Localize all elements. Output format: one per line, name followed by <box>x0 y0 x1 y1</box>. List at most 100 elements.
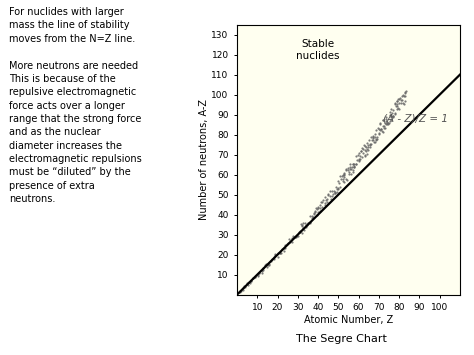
Point <box>362 143 369 148</box>
Point <box>382 118 389 124</box>
Point <box>378 128 385 134</box>
Point <box>331 190 338 196</box>
Point <box>307 213 314 219</box>
Point <box>288 239 295 244</box>
Point <box>380 125 387 131</box>
Point <box>321 202 328 207</box>
Point <box>289 235 296 241</box>
Point <box>324 196 331 202</box>
Point <box>326 193 334 199</box>
Point <box>311 209 319 214</box>
Point <box>366 144 374 150</box>
Point <box>271 251 279 257</box>
Point <box>353 157 361 163</box>
Point <box>393 106 401 111</box>
Point <box>270 256 278 262</box>
Point <box>355 150 363 156</box>
Point <box>364 151 371 157</box>
Point <box>254 272 262 278</box>
Point <box>340 173 348 178</box>
Point <box>371 139 378 145</box>
Point <box>321 194 329 200</box>
Point <box>321 200 328 206</box>
Point <box>364 146 371 152</box>
Point <box>258 268 265 273</box>
Point <box>291 234 298 240</box>
Point <box>334 178 341 184</box>
Point <box>283 241 291 247</box>
Point <box>276 250 283 256</box>
Point <box>356 154 364 159</box>
Point <box>265 261 273 267</box>
Point <box>281 243 289 248</box>
Point <box>363 148 370 154</box>
Point <box>278 246 286 252</box>
Point <box>370 137 377 143</box>
Point <box>355 152 362 158</box>
Point <box>318 200 325 205</box>
Point <box>369 135 376 140</box>
Point <box>252 274 259 280</box>
Point <box>331 190 339 196</box>
Point <box>395 100 403 106</box>
Point <box>270 254 278 260</box>
Point <box>376 121 384 126</box>
Point <box>316 205 324 211</box>
Point <box>349 169 357 174</box>
Point <box>371 134 378 140</box>
Point <box>363 144 370 150</box>
Point <box>361 147 369 153</box>
Point <box>377 126 385 132</box>
Point <box>376 121 384 127</box>
Point <box>311 210 319 215</box>
Point <box>263 264 271 269</box>
Point <box>349 162 357 167</box>
Point <box>265 262 273 268</box>
Point <box>333 189 341 195</box>
Point <box>384 121 392 127</box>
Point <box>393 103 401 109</box>
Point <box>317 202 324 207</box>
Point <box>296 228 304 234</box>
Point <box>336 184 344 190</box>
Point <box>282 246 289 251</box>
Point <box>383 119 391 125</box>
Point <box>240 283 248 288</box>
Point <box>350 164 357 170</box>
Point <box>280 248 287 254</box>
Point <box>298 222 306 228</box>
Point <box>402 88 410 94</box>
Point <box>339 176 347 182</box>
Point <box>246 279 253 285</box>
Point <box>324 192 332 198</box>
Point <box>290 233 297 239</box>
Point <box>259 265 266 271</box>
Point <box>391 101 399 107</box>
X-axis label: Atomic Number, Z: Atomic Number, Z <box>304 315 393 325</box>
Point <box>353 162 360 167</box>
Point <box>383 120 391 126</box>
Text: For nuclides with larger
mass the line of stability
moves from the N=Z line.

Mo: For nuclides with larger mass the line o… <box>9 7 141 204</box>
Point <box>395 106 403 112</box>
Point <box>298 222 305 227</box>
Point <box>366 141 374 147</box>
Point <box>319 197 327 202</box>
Point <box>262 262 269 268</box>
Point <box>344 167 352 173</box>
Point <box>365 147 372 153</box>
Point <box>326 188 333 194</box>
Point <box>373 127 380 132</box>
Point <box>328 193 336 199</box>
Point <box>384 120 392 126</box>
Point <box>333 186 340 192</box>
Point <box>345 169 353 175</box>
Point <box>346 164 354 169</box>
Point <box>350 161 358 166</box>
Point <box>267 258 275 264</box>
Point <box>313 213 320 218</box>
Point <box>355 158 363 164</box>
Point <box>392 103 400 109</box>
Point <box>376 127 383 133</box>
Point <box>235 289 243 295</box>
Point <box>314 206 321 212</box>
